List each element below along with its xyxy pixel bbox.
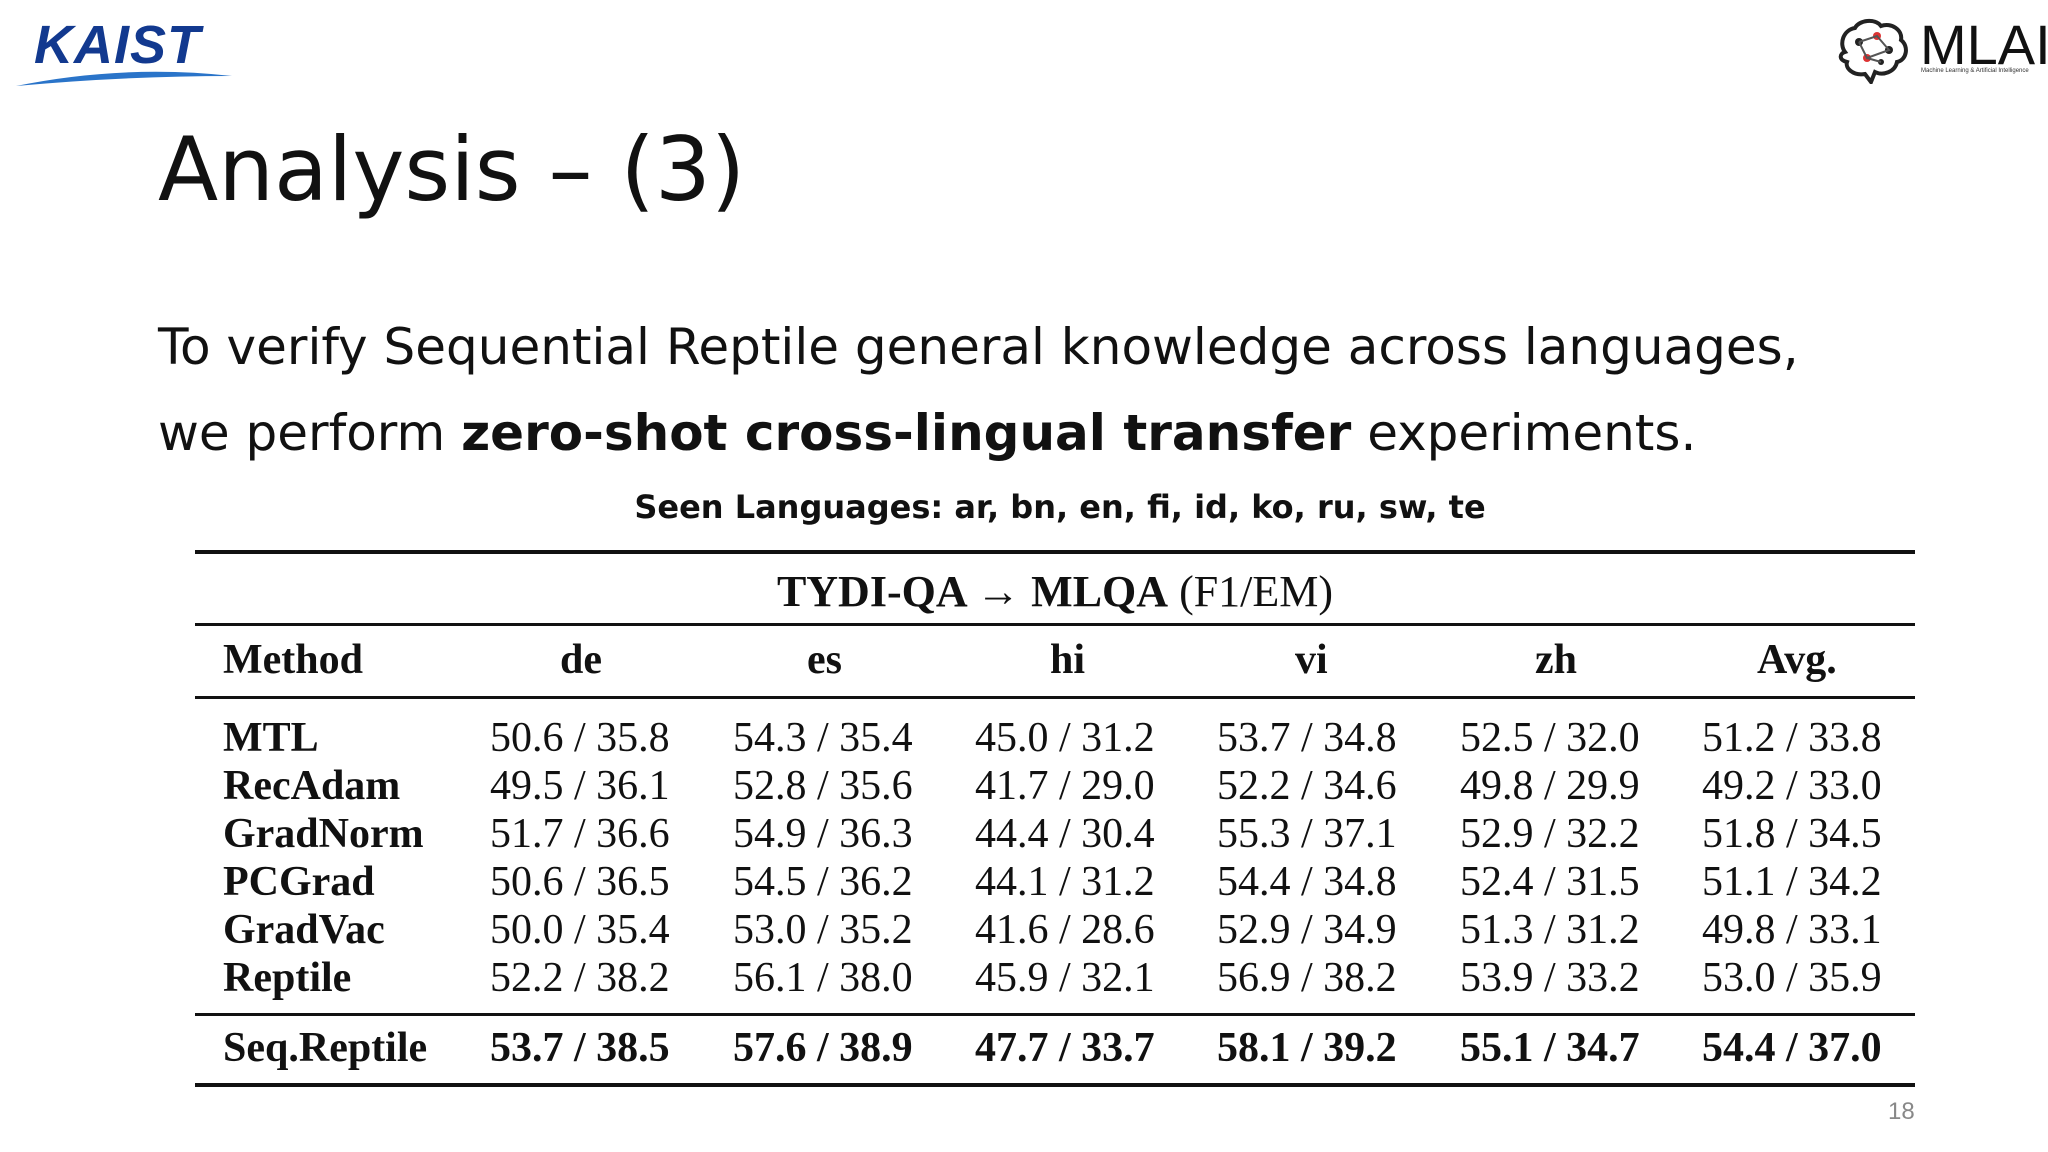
score-cell: 52.8 / 35.6 (733, 763, 913, 809)
body-text-line-1: To verify Sequential Reptile general kno… (158, 318, 1799, 376)
score-cell: 50.6 / 36.5 (490, 859, 670, 905)
score-cell: 53.9 / 33.2 (1460, 955, 1640, 1001)
body-text-line-2-start: we perform (158, 404, 462, 462)
score-cell: 52.9 / 32.2 (1460, 811, 1640, 857)
kaist-logo-text: KAIST (34, 15, 201, 75)
score-cell: 58.1 / 39.2 (1217, 1025, 1397, 1071)
table-top-rule (195, 550, 1915, 554)
body-text-emphasis: zero-shot cross-lingual transfer (461, 404, 1352, 462)
table-caption: TYDI-QA → MLQA (F1/EM) (195, 566, 1915, 617)
method-name: GradVac (223, 907, 385, 953)
seen-languages-label: Seen Languages: ar, bn, en, fi, id, ko, … (634, 488, 1486, 526)
page-number: 18 (1888, 1098, 1915, 1125)
table-caption-main: TYDI-QA → MLQA (776, 567, 1169, 616)
header-avg: Avg. (1757, 637, 1837, 683)
header-zh: zh (1535, 637, 1577, 683)
score-cell: 55.1 / 34.7 (1460, 1025, 1640, 1071)
table-row: MTL 50.6 / 35.8 54.3 / 35.4 45.0 / 31.2 53.7… (195, 714, 1915, 762)
score-cell: 51.2 / 33.8 (1702, 715, 1882, 761)
score-cell: 52.2 / 38.2 (490, 955, 670, 1001)
slide-title: Analysis – (3) (158, 118, 746, 221)
table-row: PCGrad 50.6 / 36.5 54.5 / 36.2 44.1 / 31.2 5… (195, 858, 1915, 906)
body-text-line-2: we perform zero-shot cross-lingual trans… (158, 404, 1696, 462)
caption-rule (195, 623, 1915, 626)
score-cell: 41.7 / 29.0 (975, 763, 1155, 809)
header-es: es (807, 637, 842, 683)
mlai-logo-subtitle: Machine Learning & Artificial Intelligen… (1921, 68, 2029, 74)
score-cell: 54.4 / 34.8 (1217, 859, 1397, 905)
kaist-swoosh-icon (16, 71, 232, 86)
table-row: GradVac 50.0 / 35.4 53.0 / 35.2 41.6 / 28.6… (195, 906, 1915, 954)
score-cell: 53.0 / 35.2 (733, 907, 913, 953)
brain-icon (1838, 19, 1908, 84)
score-cell: 54.3 / 35.4 (733, 715, 913, 761)
score-cell: 52.5 / 32.0 (1460, 715, 1640, 761)
score-cell: 41.6 / 28.6 (975, 907, 1155, 953)
score-cell: 51.3 / 31.2 (1460, 907, 1640, 953)
method-name: PCGrad (223, 859, 375, 905)
header-method: Method (223, 637, 363, 683)
score-cell: 44.4 / 30.4 (975, 811, 1155, 857)
method-name: MTL (223, 715, 319, 761)
score-cell: 44.1 / 31.2 (975, 859, 1155, 905)
method-name: Seq.Reptile (223, 1025, 428, 1071)
score-cell: 51.1 / 34.2 (1702, 859, 1882, 905)
table-row: RecAdam 49.5 / 36.1 52.8 / 35.6 41.7 / 29.0… (195, 762, 1915, 810)
score-cell: 54.4 / 37.0 (1702, 1025, 1882, 1071)
score-cell: 49.5 / 36.1 (490, 763, 670, 809)
score-cell: 55.3 / 37.1 (1217, 811, 1397, 857)
score-cell: 49.2 / 33.0 (1702, 763, 1882, 809)
score-cell: 54.5 / 36.2 (733, 859, 913, 905)
score-cell: 56.9 / 38.2 (1217, 955, 1397, 1001)
score-cell: 51.7 / 36.6 (490, 811, 670, 857)
score-cell: 57.6 / 38.9 (733, 1025, 913, 1071)
method-name: Reptile (223, 955, 352, 1001)
body-text-line-2-end: experiments. (1351, 404, 1697, 462)
method-name: GradNorm (223, 811, 424, 857)
table-row: GradNorm 51.7 / 36.6 54.9 / 36.3 44.4 / 30.… (195, 810, 1915, 858)
score-cell: 52.4 / 31.5 (1460, 859, 1640, 905)
score-cell: 47.7 / 33.7 (975, 1025, 1155, 1071)
score-cell: 56.1 / 38.0 (733, 955, 913, 1001)
table-row: Reptile 52.2 / 38.2 56.1 / 38.0 45.9 / 32.1… (195, 954, 1915, 1002)
score-cell: 53.0 / 35.9 (1702, 955, 1882, 1001)
score-cell: 49.8 / 33.1 (1702, 907, 1882, 953)
mlai-logo-text: MLAI (1920, 13, 2048, 76)
score-cell: 54.9 / 36.3 (733, 811, 913, 857)
header-de: de (560, 637, 602, 683)
kaist-logo: KAIST (14, 14, 234, 86)
mlai-logo: MLAI Machine Learning & Artificial Intel… (1835, 13, 2048, 86)
score-cell: 49.8 / 29.9 (1460, 763, 1640, 809)
table-row-best: Seq.Reptile 53.7 / 38.5 57.6 / 38.9 47.7… (195, 1024, 1915, 1072)
score-cell: 53.7 / 34.8 (1217, 715, 1397, 761)
table-caption-metric: (F1/EM) (1168, 567, 1334, 616)
score-cell: 45.0 / 31.2 (975, 715, 1155, 761)
score-cell: 51.8 / 34.5 (1702, 811, 1882, 857)
score-cell: 50.6 / 35.8 (490, 715, 670, 761)
score-cell: 52.2 / 34.6 (1217, 763, 1397, 809)
header-rule (195, 696, 1915, 699)
table-bottom-rule (195, 1083, 1915, 1087)
score-cell: 45.9 / 32.1 (975, 955, 1155, 1001)
header-hi: hi (1050, 637, 1086, 683)
score-cell: 52.9 / 34.9 (1217, 907, 1397, 953)
score-cell: 53.7 / 38.5 (490, 1025, 670, 1071)
method-name: RecAdam (223, 763, 401, 809)
header-vi: vi (1295, 637, 1328, 683)
score-cell: 50.0 / 35.4 (490, 907, 670, 953)
best-row-rule (195, 1013, 1915, 1016)
